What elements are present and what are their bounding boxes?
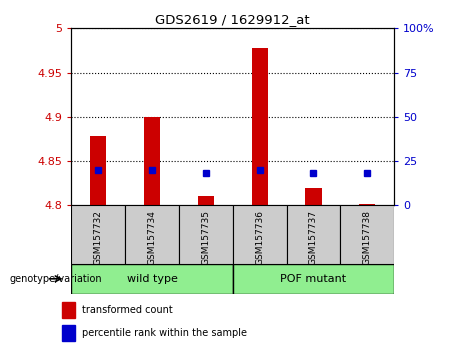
- Text: GSM157737: GSM157737: [309, 210, 318, 265]
- Text: POF mutant: POF mutant: [280, 274, 347, 284]
- Bar: [233, 264, 394, 294]
- Bar: [90, 136, 106, 205]
- Text: wild type: wild type: [127, 274, 177, 284]
- Bar: [62, 325, 75, 341]
- Bar: [62, 302, 75, 318]
- Text: GSM157735: GSM157735: [201, 210, 210, 265]
- Bar: [359, 204, 375, 205]
- Bar: [144, 117, 160, 205]
- Bar: [233, 205, 287, 264]
- Bar: [179, 205, 233, 264]
- Bar: [305, 188, 321, 205]
- Text: GSM157732: GSM157732: [94, 210, 103, 265]
- Text: transformed count: transformed count: [82, 305, 172, 315]
- Bar: [71, 264, 233, 294]
- Bar: [252, 48, 268, 205]
- Bar: [125, 205, 179, 264]
- Text: percentile rank within the sample: percentile rank within the sample: [82, 328, 247, 338]
- Bar: [71, 205, 125, 264]
- Bar: [287, 205, 340, 264]
- Text: GSM157734: GSM157734: [148, 210, 157, 265]
- Text: genotype/variation: genotype/variation: [9, 274, 102, 284]
- Bar: [198, 196, 214, 205]
- Title: GDS2619 / 1629912_at: GDS2619 / 1629912_at: [155, 13, 310, 26]
- Bar: [340, 205, 394, 264]
- Text: GSM157738: GSM157738: [363, 210, 372, 265]
- Text: GSM157736: GSM157736: [255, 210, 264, 265]
